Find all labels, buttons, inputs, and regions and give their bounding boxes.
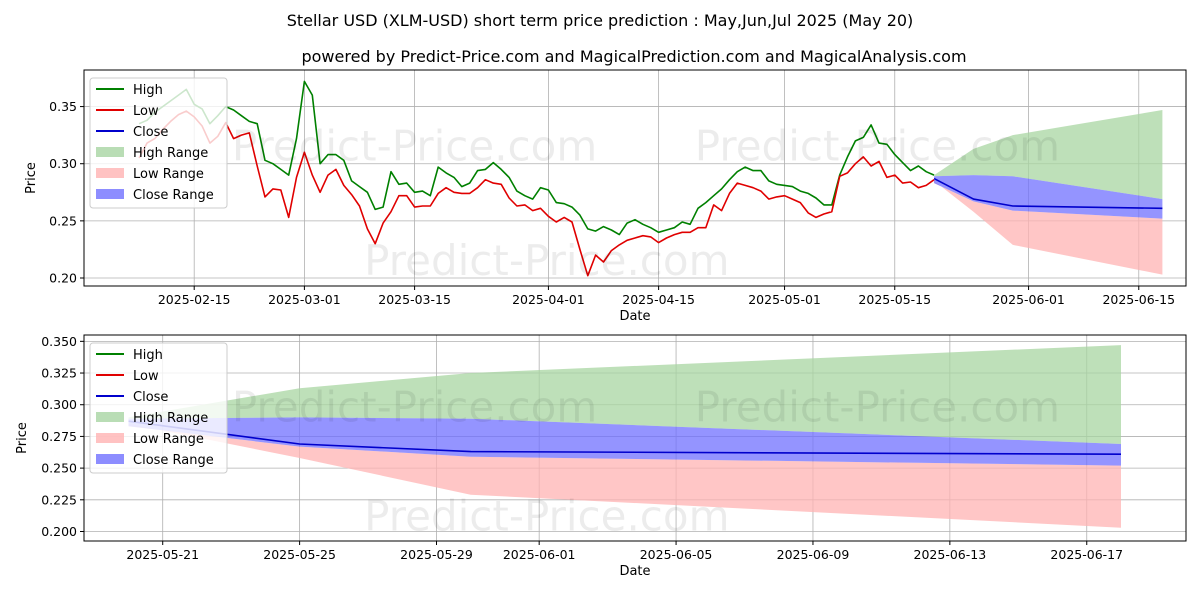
y-tick-label: 0.250 xyxy=(41,461,77,476)
legend-item: High xyxy=(96,348,163,363)
legend-label: Close Range xyxy=(133,188,214,203)
legend-item: High xyxy=(96,83,163,98)
watermark-text: Predict-Price.com xyxy=(695,122,1060,171)
low-series-line xyxy=(138,110,935,277)
high-series-line xyxy=(138,80,935,236)
legend-item: Low xyxy=(96,369,159,384)
legend-box xyxy=(89,77,228,209)
legend-patch-swatch xyxy=(96,454,124,464)
watermark-text: Predict-Price.com xyxy=(364,492,729,541)
y-tick-label: 0.25 xyxy=(49,213,77,228)
legend-label: Close xyxy=(133,125,168,140)
plot-frame xyxy=(83,334,1187,542)
legend-label: High Range xyxy=(133,146,208,161)
legend-item: Close xyxy=(96,390,168,405)
legend-item: Close Range xyxy=(96,188,214,203)
y-axis-label: Price xyxy=(24,162,39,194)
y-tick-label: 0.200 xyxy=(41,524,77,539)
x-tick-label: 2025-06-05 xyxy=(640,547,713,562)
watermark: Predict-Price.com Predict-Price.com Predic… xyxy=(232,383,1060,541)
x-tick-label: 2025-06-17 xyxy=(1050,547,1123,562)
high-range-band xyxy=(128,345,1121,444)
legend-patch-swatch xyxy=(96,147,124,157)
legend-patch-swatch xyxy=(96,189,124,199)
legend: High Low Close High Range Low Range Close Ran… xyxy=(89,77,228,209)
y-tick-label: 0.30 xyxy=(49,156,77,171)
high-range-band xyxy=(934,110,1163,200)
legend: High Low Close High Range Low Range Close Ran… xyxy=(89,342,228,474)
x-axis-label: Date xyxy=(619,309,650,324)
x-tick-label: 2025-05-01 xyxy=(748,292,821,307)
forecast-detail-panel: Predict-Price.com Predict-Price.com Predic… xyxy=(15,334,1187,579)
overview-panel: Predict-Price.com Predict-Price.com Predic… xyxy=(24,69,1187,324)
x-tick-label: 2025-05-29 xyxy=(400,547,473,562)
legend-label: Low xyxy=(133,104,159,119)
legend-label: High xyxy=(133,83,163,98)
x-tick-label: 2025-06-01 xyxy=(992,292,1065,307)
plot-area xyxy=(128,345,1122,528)
y-tick-label: 0.225 xyxy=(41,492,77,507)
legend-patch-swatch xyxy=(96,168,124,178)
x-tick-label: 2025-06-15 xyxy=(1102,292,1175,307)
close-series-line xyxy=(933,177,1163,210)
legend-item: Low Range xyxy=(96,432,204,447)
x-tick-label: 2025-02-15 xyxy=(158,292,231,307)
low-range-band xyxy=(128,423,1121,528)
x-axis-label: Date xyxy=(619,564,650,579)
y-axis-label: Price xyxy=(15,422,30,454)
chart-subtitle: powered by Predict-Price.com and Magical… xyxy=(301,47,966,66)
y-tick-label: 0.35 xyxy=(49,99,77,114)
y-tick-label: 0.20 xyxy=(49,271,77,286)
legend-item: Close Range xyxy=(96,453,214,468)
legend-item: Close xyxy=(96,125,168,140)
legend-label: Close xyxy=(133,390,168,405)
legend-label: High Range xyxy=(133,411,208,426)
legend-box xyxy=(89,342,228,474)
watermark-text: Predict-Price.com xyxy=(232,383,597,432)
y-tick-label: 0.275 xyxy=(41,429,77,444)
y-tick-label: 0.300 xyxy=(41,397,77,412)
x-tick-label: 2025-05-25 xyxy=(263,547,336,562)
x-tick-label: 2025-03-15 xyxy=(378,292,451,307)
x-tick-label: 2025-05-21 xyxy=(126,547,199,562)
watermark: Predict-Price.com Predict-Price.com Predic… xyxy=(232,122,1060,285)
x-tick-label: 2025-04-01 xyxy=(512,292,585,307)
plot-frame xyxy=(83,69,1187,287)
x-tick-label: 2025-06-09 xyxy=(777,547,850,562)
y-tick-label: 0.350 xyxy=(41,334,77,349)
legend-item: Low xyxy=(96,104,159,119)
x-tick-label: 2025-04-15 xyxy=(622,292,695,307)
x-tick-label: 2025-06-01 xyxy=(503,547,576,562)
legend-item: High Range xyxy=(96,146,208,161)
legend-label: Low Range xyxy=(133,432,204,447)
legend-label: Low xyxy=(133,369,159,384)
legend-label: Close Range xyxy=(133,453,214,468)
watermark-text: Predict-Price.com xyxy=(364,236,729,285)
legend-label: High xyxy=(133,348,163,363)
watermark-text: Predict-Price.com xyxy=(695,383,1060,432)
legend-label: Low Range xyxy=(133,167,204,182)
y-tick-label: 0.325 xyxy=(41,366,77,381)
x-tick-label: 2025-03-01 xyxy=(268,292,341,307)
chart-title: Stellar USD (XLM-USD) short term price p… xyxy=(287,11,914,30)
legend-patch-swatch xyxy=(96,412,124,422)
legend-item: High Range xyxy=(96,411,208,426)
low-range-band xyxy=(934,180,1163,275)
x-tick-label: 2025-06-13 xyxy=(914,547,987,562)
watermark-text: Predict-Price.com xyxy=(232,122,597,171)
legend-patch-swatch xyxy=(96,433,124,443)
x-tick-label: 2025-05-15 xyxy=(858,292,931,307)
plot-area xyxy=(138,80,1163,277)
legend-item: Low Range xyxy=(96,167,204,182)
